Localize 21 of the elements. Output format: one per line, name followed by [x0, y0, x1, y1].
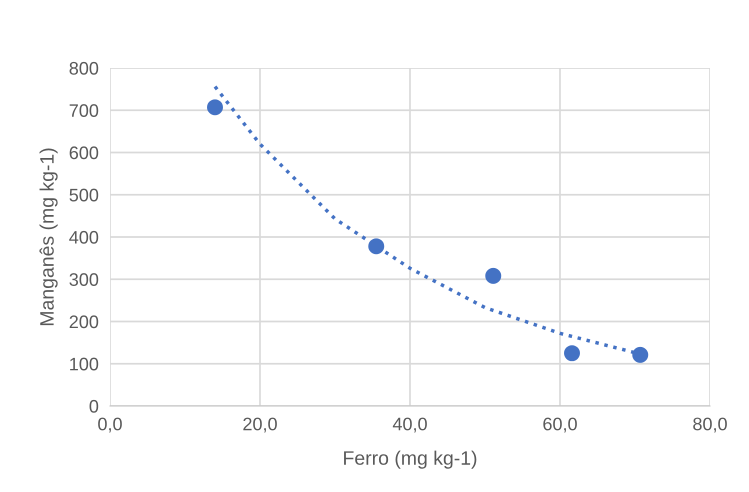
y-tick-label: 400	[69, 230, 98, 244]
x-tick-label: 60,0	[543, 418, 577, 433]
y-tick-label: 300	[69, 273, 98, 286]
y-tick-label: 600	[70, 146, 98, 160]
x-axis-title: Ferro (mg kg-1)	[344, 450, 476, 469]
y-tick-label: 500	[69, 188, 98, 202]
x-tick-label: 0,0	[98, 418, 122, 433]
point	[485, 268, 502, 284]
point	[207, 99, 223, 116]
x-tick-label: 20,0	[243, 418, 277, 433]
x-tick-label: 40,0	[392, 418, 427, 433]
y-tick-label: 100	[70, 358, 98, 370]
y-axis-title: Manganês (mg kg-1)	[39, 148, 58, 326]
point	[632, 346, 648, 363]
x-tick-label: 80,0	[693, 418, 727, 433]
y-tick-label: 700	[70, 104, 98, 117]
point	[564, 345, 580, 362]
y-tick-label: 0	[90, 400, 98, 413]
point	[368, 238, 384, 254]
y-tick-label: 200	[70, 315, 98, 328]
y-tick-label: 800	[70, 62, 98, 75]
